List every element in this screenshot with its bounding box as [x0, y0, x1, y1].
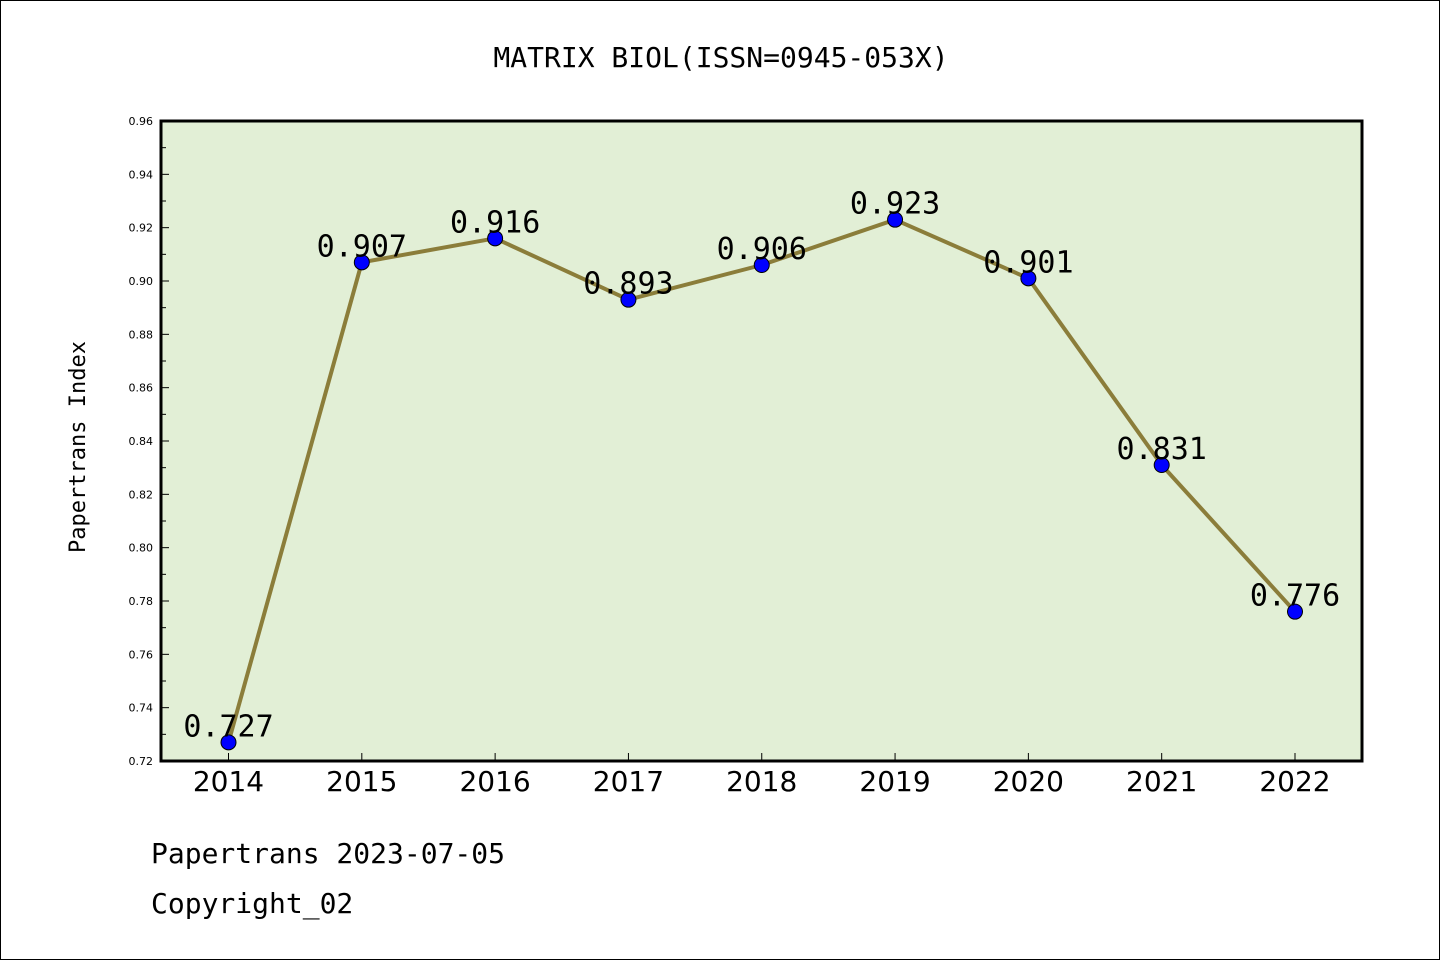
x-tick-label: 2020	[993, 765, 1064, 798]
y-tick-label: 0.96	[129, 115, 154, 128]
y-tick-label: 0.92	[129, 222, 154, 235]
y-axis-label: Papertrans Index	[66, 341, 91, 553]
x-tick-label: 2021	[1126, 765, 1197, 798]
y-tick-label: 0.94	[129, 168, 154, 181]
data-point-marker	[220, 734, 237, 751]
x-tick-label: 2015	[326, 765, 397, 798]
x-tick-label: 2017	[593, 765, 664, 798]
chart-title: MATRIX BIOL(ISSN=0945-053X)	[493, 41, 948, 74]
data-label: 0.906	[717, 232, 807, 267]
y-tick-label: 0.88	[129, 328, 154, 341]
y-tick-label: 0.90	[129, 275, 154, 288]
data-point-marker	[753, 257, 770, 273]
data-point-marker	[1020, 270, 1037, 287]
footer-copyright: Copyright_02	[151, 887, 354, 920]
data-point-marker	[1153, 457, 1170, 473]
data-point-marker	[620, 291, 637, 308]
x-tick-label: 2016	[459, 765, 530, 798]
data-point-marker	[887, 211, 904, 228]
y-tick-label: 0.80	[129, 542, 154, 555]
series-group	[220, 211, 1303, 751]
data-label: 0.923	[850, 187, 940, 222]
y-tick-label: 0.82	[129, 488, 154, 501]
y-tick-label: 0.72	[129, 755, 154, 768]
y-axis-ticks: 0.72 0.74 0.76 0.78 0.80 0.82 0.84 0.86 0.88 0.90…	[129, 115, 169, 768]
y-tick-label: 0.78	[129, 595, 154, 608]
data-label: 0.901	[983, 245, 1073, 280]
plot-border	[159, 119, 1364, 763]
data-label-group: 0.727 0.907 0.916 0.893 0.906 0.923 0.901 0.831…	[183, 187, 1340, 745]
data-point-marker	[487, 230, 504, 247]
plot-area	[161, 121, 1362, 761]
data-label: 0.831	[1117, 432, 1207, 467]
y-tick-label: 0.74	[129, 702, 154, 715]
x-axis-ticks: 2014 2015 2016 2017 2018 2019 2020 2021 2022	[193, 753, 1331, 798]
y-tick-label: 0.86	[129, 382, 154, 395]
data-label: 0.907	[317, 229, 407, 264]
footer-date: Papertrans 2023-07-05	[151, 837, 506, 870]
data-point-marker	[1287, 603, 1303, 620]
x-tick-label: 2014	[193, 765, 264, 798]
data-label: 0.776	[1250, 579, 1340, 614]
x-tick-label: 2018	[726, 765, 797, 798]
data-label: 0.916	[450, 205, 540, 240]
y-tick-label: 0.76	[129, 648, 154, 661]
x-tick-label: 2019	[859, 765, 930, 798]
y-tick-label: 0.84	[129, 435, 154, 448]
data-label: 0.893	[583, 267, 673, 302]
data-label: 0.727	[183, 709, 273, 744]
data-point-marker	[353, 254, 370, 271]
x-tick-label: 2022	[1259, 765, 1330, 798]
